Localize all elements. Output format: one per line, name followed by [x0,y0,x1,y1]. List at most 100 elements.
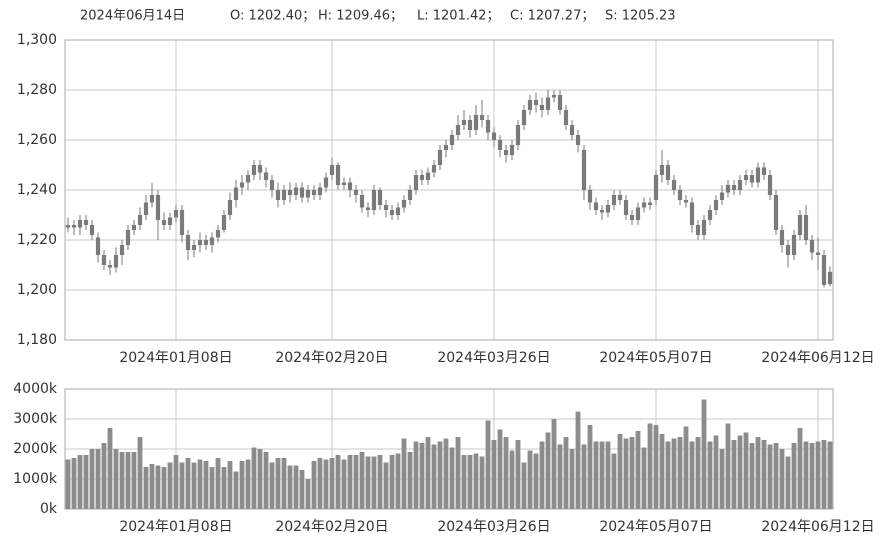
candle-body [431,165,437,173]
candle-body [317,187,323,195]
candle-body [419,175,425,180]
candle-body [461,120,467,125]
candle-body [665,165,671,180]
volume-bar [413,441,419,509]
volume-bar [167,462,173,509]
candle-body [563,110,569,125]
candle-body [107,265,113,268]
volume-bar [359,452,365,509]
candle-body [305,190,311,198]
candle-body [581,150,587,190]
volume-bar [785,456,791,509]
volume-bar [479,456,485,509]
header-date: 2024年06月14日 [80,9,185,24]
volume-bar [101,443,107,509]
volume-bar [173,455,179,509]
volume-bar [155,465,161,509]
y-tick-label: 1000k [13,471,58,487]
volume-bar [443,438,449,509]
header-open: O: 1202.40； [230,9,315,24]
volume-bar [395,453,401,509]
candle-body [395,207,401,215]
candle-body [707,210,713,220]
volume-bar [311,461,317,509]
candle-body [155,195,161,220]
volume-bar [515,440,521,509]
candle-body [449,135,455,145]
candle-body [731,185,737,190]
candle-body [131,225,137,230]
volume-bar [77,455,83,509]
candle-body [521,110,527,125]
volume-bar [689,441,695,509]
volume-bar [179,462,185,509]
volume-bar [647,423,653,509]
y-tick-label: 1,260 [17,132,57,148]
candle-body [575,135,581,145]
candle-body [695,225,701,235]
candle-body [191,245,197,250]
volume-bar [185,458,191,509]
volume-bar [641,447,647,509]
candle-body [95,237,101,255]
candle-body [611,195,617,205]
candle-body [683,200,689,203]
volume-bar [107,428,113,509]
candle-body [227,200,233,215]
candle-body [497,140,503,150]
candle-body [389,210,395,215]
x-tick-label: 2024年01月08日 [119,350,232,366]
x-tick-label: 2024年01月08日 [119,519,232,535]
candle-body [125,230,131,245]
volume-bar [791,443,797,509]
candle-body [251,165,257,175]
volume-bar [305,479,311,509]
volume-bar [383,462,389,509]
candle-body [383,205,389,210]
candle-body [515,125,521,145]
candle-body [239,182,245,188]
volume-bar [677,437,683,509]
volume-bar [197,459,203,509]
volume-bar [581,444,587,509]
y-tick-label: 1,300 [17,32,57,48]
candle-body [791,235,797,255]
volume-bar [275,458,281,509]
volume-bar [605,441,611,509]
volume-bar [71,458,77,509]
candle-body [257,165,263,173]
volume-bar [533,453,539,509]
y-tick-label: 1,180 [17,332,57,348]
candle-body [779,230,785,245]
candle-body [749,175,755,183]
volume-bar [149,464,155,509]
candle-body [617,195,623,200]
candle-body [677,190,683,200]
candle-body [659,165,665,175]
candle-body [245,175,251,183]
candle-body [275,190,281,200]
header-close: C: 1207.27； [510,9,594,24]
volume-bar [221,467,227,509]
candle-body [557,95,563,110]
candle-body [671,180,677,190]
volume-bar [575,411,581,509]
y-tick-label: 4000k [13,381,58,397]
volume-bar [89,449,95,509]
plot-frame [64,388,834,510]
volume-bar [407,452,413,509]
volume-bar [455,437,461,509]
volume-bar [803,441,809,509]
volume-bar [419,443,425,509]
volume-bar [131,452,137,509]
candle-body [467,120,473,130]
volume-bar [755,437,761,509]
candle-body [197,240,203,245]
volume-bar [389,455,395,509]
volume-bar [683,426,689,509]
volume-bar [425,437,431,509]
candle-body [347,182,353,190]
candle-body [725,185,731,193]
candle-body [815,252,821,255]
candle-body [593,202,599,210]
